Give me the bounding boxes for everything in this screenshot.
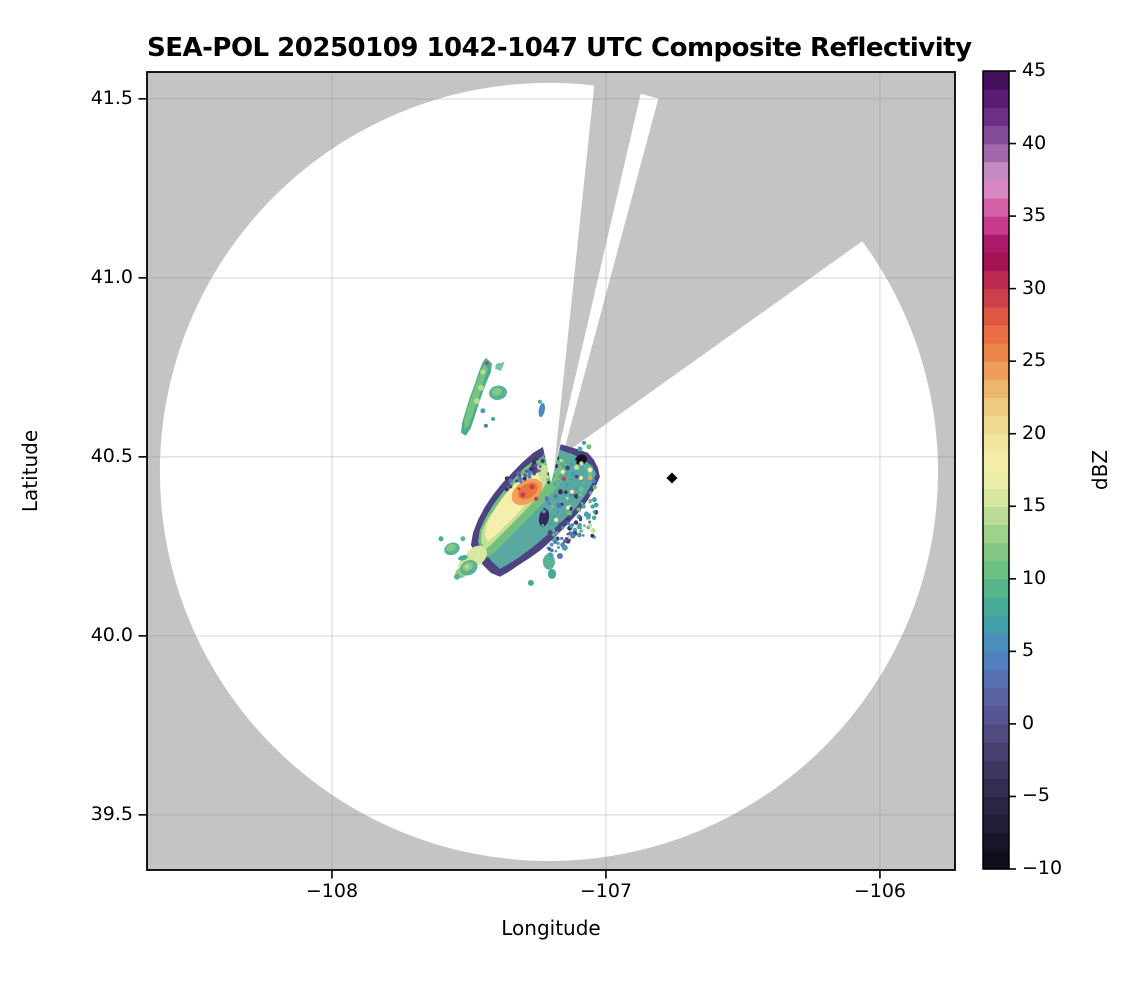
main-storm-5-10dbz: [481, 449, 597, 569]
colorbar-tick-15: 15: [1022, 494, 1047, 517]
station-marker-diamond: [666, 472, 678, 484]
south-appendage-2: [547, 568, 557, 579]
colorbar-tick-35: 35: [1022, 204, 1047, 227]
colorbar-tick-45: 45: [1022, 59, 1047, 81]
north-cell-companion: [495, 362, 505, 371]
colorbar-tick-5: 5: [1022, 639, 1035, 662]
north-right-blob-inner: [491, 387, 502, 396]
echo-dots: [438, 361, 593, 586]
sw-dash: [458, 555, 468, 561]
ne-navy-blob: [575, 454, 587, 465]
colorbar-frame: [982, 70, 1010, 870]
south-appendage-1: [542, 553, 555, 570]
x-axis-label: Longitude: [501, 916, 601, 940]
axes-frame: [146, 71, 956, 871]
colorbar-tick-−10: −10: [1022, 857, 1063, 879]
sw-blob1-inner: [446, 544, 456, 552]
colorbar-tick-−5: −5: [1022, 784, 1051, 807]
north-blue-streak: [538, 402, 546, 418]
blocked-sector-tip: [554, 440, 561, 470]
y-tick-39.5: 39.5: [90, 802, 133, 825]
colorbar-tick-25: 25: [1022, 349, 1047, 372]
x-tick-−108: −108: [305, 880, 359, 902]
colorbar-tick-30: 30: [1022, 276, 1047, 299]
x-tick-−106: −106: [853, 880, 907, 902]
plot-area: [147, 72, 955, 870]
y-tick-40.5: 40.5: [90, 444, 133, 467]
colorbar-tick-40: 40: [1022, 131, 1047, 154]
inner-dark-purple-blob: [538, 508, 550, 527]
colorbar: [982, 70, 1016, 870]
axis-tick-marks: [138, 98, 881, 879]
y-tick-41.0: 41.0: [90, 265, 133, 288]
north-cell-inner: [464, 363, 488, 430]
se-edge-speckle: [546, 513, 597, 558]
blocked-sector-2: [562, 72, 917, 455]
colorbar-tick-marks: [1009, 70, 1016, 870]
y-axis-label: Latitude: [18, 429, 42, 513]
x-tick-−107: −107: [579, 880, 633, 902]
y-tick-41.5: 41.5: [90, 86, 133, 109]
colorbar-tick-20: 20: [1022, 421, 1047, 444]
colorbar-tick-0: 0: [1022, 711, 1035, 734]
blocked-sector-1: [553, 72, 646, 470]
grid-lines: [147, 72, 955, 870]
colorbar-label: dBZ: [1088, 449, 1112, 491]
y-tick-40.0: 40.0: [90, 623, 133, 646]
plot-title: SEA-POL 20250109 1042-1047 UTC Composite…: [147, 33, 972, 63]
colorbar-tick-10: 10: [1022, 566, 1047, 589]
